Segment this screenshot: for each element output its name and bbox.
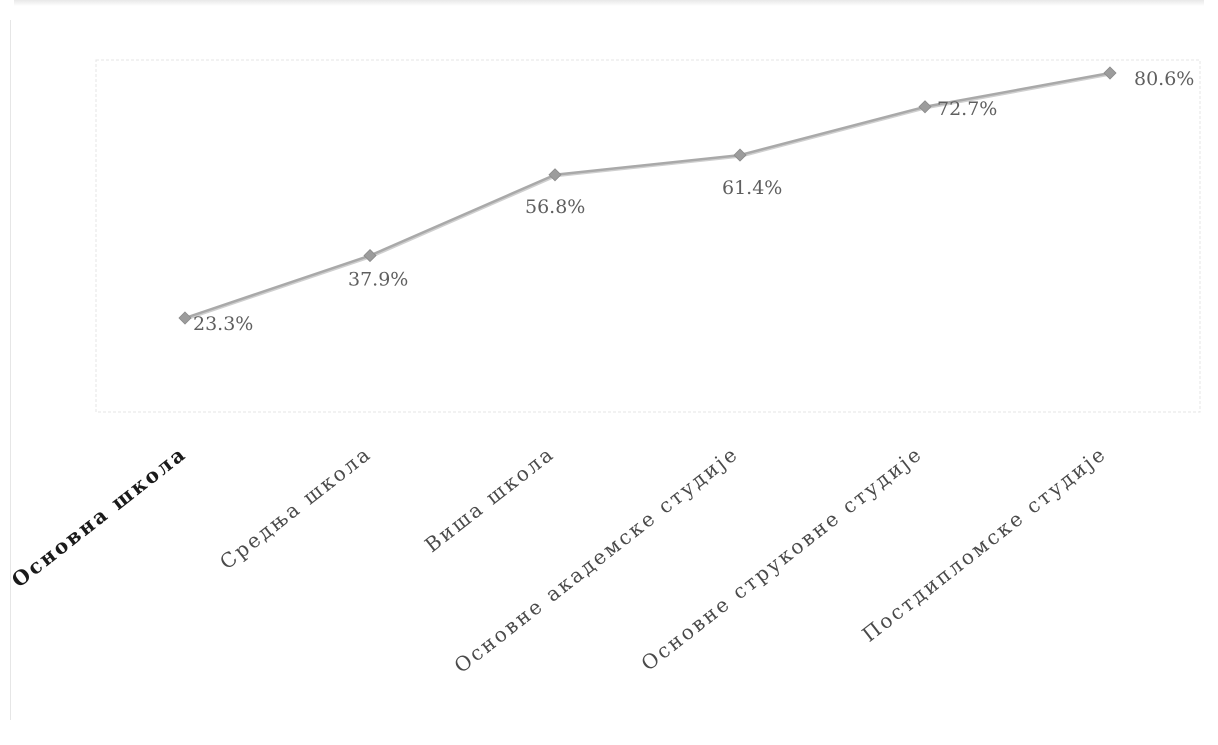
scan-edge-line bbox=[10, 20, 11, 720]
data-point-marker bbox=[548, 168, 562, 182]
x-axis-labels: Основна школа Средња школа Виша школаОснов… bbox=[7, 441, 1111, 678]
x-axis-tick-label: Средња школа bbox=[215, 441, 376, 574]
plot-area-border bbox=[95, 59, 1201, 413]
data-label: 61.4% bbox=[722, 177, 782, 199]
series-layer bbox=[178, 66, 1117, 325]
x-axis-tick-label: Основна школа bbox=[7, 441, 191, 592]
scanned-caption-remnant bbox=[14, 0, 1204, 6]
x-axis-tick-label: Основне академске студије bbox=[449, 441, 743, 678]
data-point-marker bbox=[363, 249, 377, 263]
data-label: 80.6% bbox=[1134, 68, 1194, 90]
data-point-marker bbox=[1103, 66, 1117, 80]
data-label: 56.8% bbox=[525, 196, 585, 218]
data-label: 37.9% bbox=[348, 269, 408, 291]
x-axis-tick-label: Виша школа bbox=[420, 441, 559, 557]
data-point-marker bbox=[918, 100, 932, 114]
data-label-layer: 23.3% 37.9% 56.8% 61.4% 72.7% 80.6% bbox=[193, 68, 1194, 335]
series-line bbox=[184, 71, 1111, 320]
data-point-marker bbox=[178, 311, 192, 325]
x-axis-tick-label: Основне струковне студије bbox=[636, 441, 927, 675]
data-point-marker bbox=[733, 148, 747, 162]
data-label: 72.7% bbox=[937, 98, 997, 120]
data-label: 23.3% bbox=[193, 313, 253, 335]
